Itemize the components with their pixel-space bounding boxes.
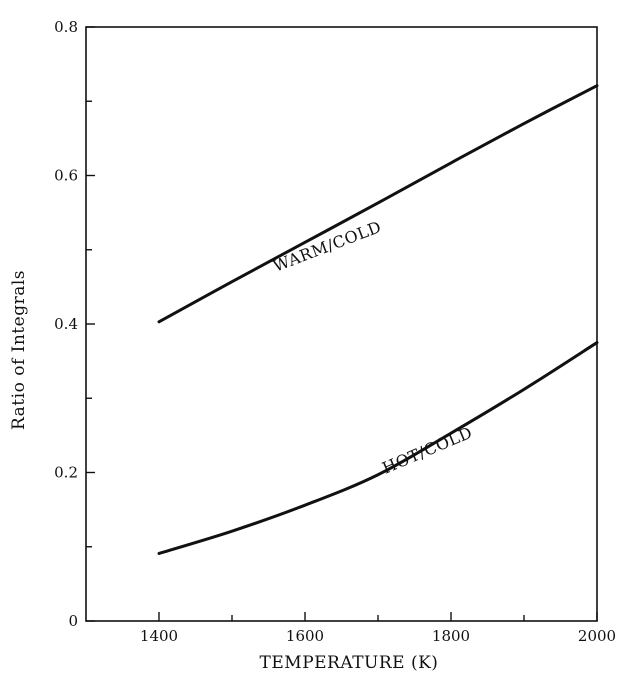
y-tick-label: 0.2: [54, 464, 78, 482]
y-axis-label: Ratio of Integrals: [9, 270, 29, 430]
plot-border: [85, 26, 598, 622]
series-line-hot-cold: [157, 341, 599, 555]
x-tick-label: 1800: [432, 627, 470, 645]
y-tick-label: 0.4: [54, 315, 78, 333]
x-axis-ticks: 1400 1600 1800 2000: [140, 612, 616, 645]
x-axis-label: TEMPERATURE (K): [260, 653, 439, 673]
x-tick-label: 1400: [140, 627, 178, 645]
y-tick-label: 0.8: [54, 18, 78, 36]
series-line-warm-cold: [157, 84, 599, 324]
series-layer: WARM/COLD HOT/COLD: [157, 84, 599, 555]
series-label-warm-cold: WARM/COLD: [270, 217, 384, 276]
y-axis-ticks: 0 0.2 0.4 0.6 0.8: [54, 18, 95, 630]
x-tick-label: 1600: [286, 627, 324, 645]
plot-frame: [85, 26, 598, 622]
y-tick-label: 0: [68, 612, 78, 630]
series-label-hot-cold: HOT/COLD: [379, 423, 475, 478]
y-tick-label: 0.6: [54, 167, 78, 185]
x-tick-label: 2000: [578, 627, 616, 645]
